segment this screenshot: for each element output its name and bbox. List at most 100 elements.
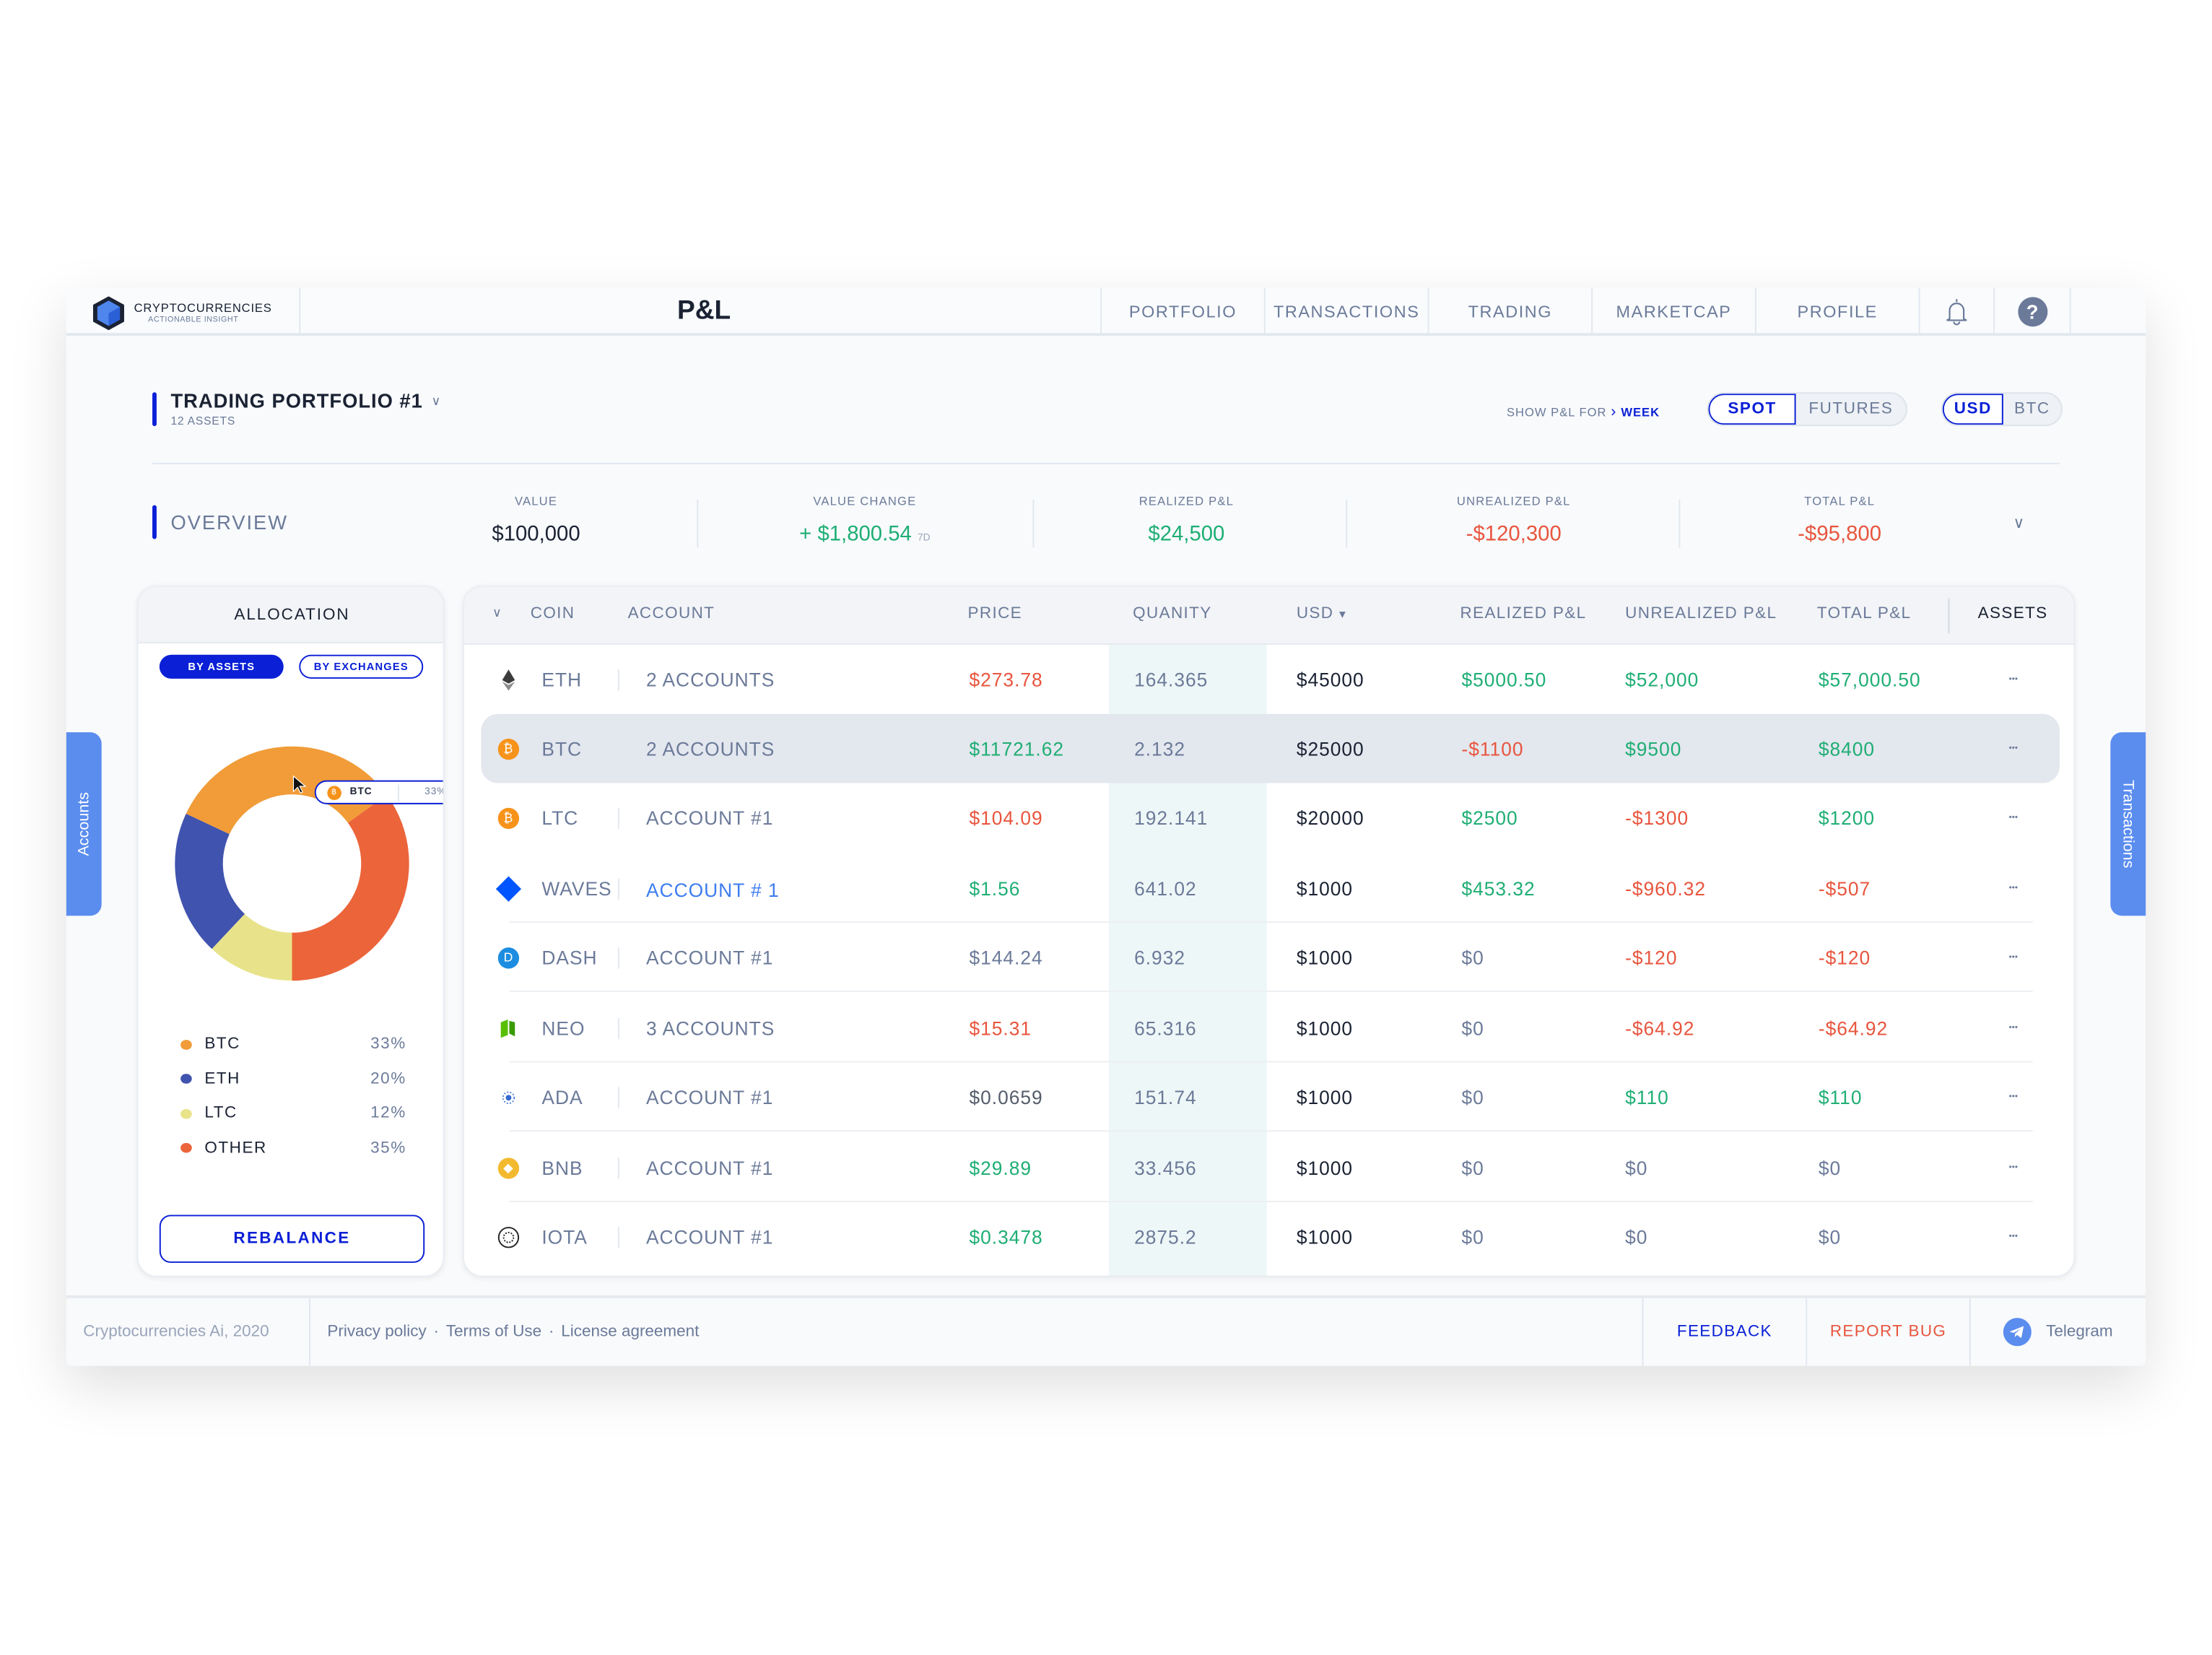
transactions-side-tab[interactable]: Transactions [2110,732,2146,916]
table-row[interactable]: ETH 2 ACCOUNTS $273.78 164.365 $45000 $5000.5… [464,645,2074,714]
legend-value: 20% [370,1070,406,1088]
legend-value: 12% [370,1105,406,1122]
privacy-policy-link[interactable]: Privacy policy [327,1323,427,1341]
table-row[interactable]: ₿ LTC ACCOUNT #1 $104.09 192.141 $20000 $2500 -… [464,783,2074,853]
quantity: 2.132 [1134,737,1186,760]
donut-slice-eth[interactable] [175,813,245,950]
col-account[interactable]: ACCOUNT [627,605,715,622]
spot-toggle[interactable]: SPOT [1708,394,1796,425]
more-options-icon[interactable]: ••• [2008,952,2018,962]
accounts-side-tab[interactable]: Accounts [66,732,102,916]
terms-link[interactable]: Terms of Use [445,1323,542,1341]
nav-trading[interactable]: TRADING [1427,287,1592,336]
more-options-icon[interactable]: ••• [2008,813,2018,822]
scrollbar[interactable] [2073,650,2074,1015]
table-row[interactable]: NEO 3 ACCOUNTS $15.31 65.316 $1000 $0 -$64.92 -… [464,994,2074,1063]
donut-slice-btc[interactable] [186,746,387,835]
theme-toggle[interactable] [2069,287,2146,336]
account[interactable]: ACCOUNT #1 [645,1086,774,1108]
table-row[interactable]: IOTA ACCOUNT #1 $0.3478 2875.2 $1000 $0 $0 $0 ••… [464,1202,2074,1272]
more-options-icon[interactable]: ••• [2008,744,2018,753]
more-options-icon[interactable]: ••• [2008,1093,2018,1102]
nav-transactions[interactable]: TRANSACTIONS [1263,287,1428,336]
footer-links: Privacy policy · Terms of Use · License ag… [308,1298,700,1366]
legend-item: OTHER 35% [180,1131,406,1165]
allocation-donut-chart[interactable] [139,714,445,1010]
total-pnl: -$64.92 [1818,1017,1889,1039]
nav-portfolio[interactable]: PORTFOLIO [1100,287,1264,336]
account[interactable]: 2 ACCOUNTS [645,669,775,690]
futures-toggle[interactable]: FUTURES [1808,400,1894,418]
account[interactable]: ACCOUNT # 1 [645,879,780,900]
brand-tagline: ACTIONABLE INSIGHT [148,315,239,324]
usd-value: $1000 [1296,877,1354,899]
report-bug-button[interactable]: REPORT BUG [1806,1298,1969,1366]
more-options-icon[interactable]: ••• [2008,675,2018,684]
usd-value: $1000 [1296,947,1354,968]
allocation-card: ALLOCATION BY ASSETS BY EXCHANGES ฿ BTC … [136,585,445,1277]
total-pnl: $0 [1818,1157,1842,1178]
expand-overview-icon[interactable]: ∨ [2013,515,2025,532]
account[interactable]: ACCOUNT #1 [645,1226,774,1248]
table-row[interactable]: D DASH ACCOUNT #1 $144.24 6.932 $1000 $0 -$120 -… [464,923,2074,992]
more-options-icon[interactable]: ••• [2008,1023,2018,1033]
coin-name: BTC [541,737,583,760]
realized-pnl: $0 [1461,1086,1484,1108]
unrealized-amount: -$120,300 [1466,522,1562,547]
account[interactable]: 3 ACCOUNTS [645,1017,775,1039]
telegram-link[interactable]: Telegram [1969,1298,2146,1366]
col-realized[interactable]: REALIZED P&L [1460,605,1587,622]
account[interactable]: 2 ACCOUNTS [645,737,775,760]
btc-toggle[interactable]: BTC [2014,400,2050,418]
more-options-icon[interactable]: ••• [2008,884,2018,892]
col-price[interactable]: PRICE [967,605,1023,622]
table-row[interactable]: ₿ BTC 2 ACCOUNTS $11721.62 2.132 $25000 -$1100… [481,713,2060,783]
table-row[interactable]: ADA ACCOUNT #1 $0.0659 151.74 $1000 $0 $110 $11… [464,1062,2074,1132]
more-options-icon[interactable]: ••• [2008,1163,2018,1172]
table-row[interactable]: WAVES ACCOUNT # 1 $1.56 641.02 $1000 $453.32 -… [464,853,2074,923]
unrealized-pnl: $0 [1625,1226,1648,1248]
copyright: Cryptocurrencies Ai, 2020 [83,1323,269,1341]
total-pnl: $1200 [1818,807,1876,829]
account[interactable]: ACCOUNT #1 [645,1157,774,1178]
waves-coin-icon [495,875,522,901]
donut-slice-ltc[interactable] [212,913,292,981]
nav-profile[interactable]: PROFILE [1754,287,1919,336]
more-options-icon[interactable]: ••• [2008,1232,2018,1241]
realized-amount: $24,500 [1148,522,1225,547]
chevron-down-icon: ∨ [431,393,441,407]
logo[interactable]: CRYPTOCURRENCIES ACTIONABLE INSIGHT [92,295,272,331]
by-assets-tab[interactable]: BY ASSETS [159,654,284,679]
col-unrealized[interactable]: UNREALIZED P&L [1625,605,1777,622]
transactions-tab-label: Transactions [2120,780,2137,869]
col-assets[interactable]: ASSETS [1977,605,2048,622]
help-icon: ? [2017,297,2047,327]
usd-toggle[interactable]: USD [1942,394,2003,425]
by-exchanges-tab[interactable]: BY EXCHANGES [299,654,424,679]
divider [1032,499,1035,548]
col-total[interactable]: TOTAL P&L [1816,605,1912,622]
account[interactable]: ACCOUNT #1 [645,807,774,829]
account[interactable]: ACCOUNT #1 [645,947,774,968]
accent-bar [152,505,157,539]
donut-slice-other[interactable] [292,794,409,981]
portfolio-selector[interactable]: TRADING PORTFOLIO #1 ∨ [170,389,440,412]
notifications-button[interactable] [1918,287,1994,336]
unrealized-label: UNREALIZED P&L [1456,493,1571,508]
col-usd[interactable]: USD ▾ [1297,605,1346,622]
feedback-button[interactable]: FEEDBACK [1642,1298,1806,1366]
help-button[interactable]: ? [1993,287,2070,336]
col-coin[interactable]: COIN [530,605,575,622]
legend-value: 35% [370,1139,406,1157]
allocation-title: ALLOCATION [234,606,350,623]
rebalance-button[interactable]: REBALANCE [159,1215,425,1263]
nav-marketcap[interactable]: MARKETCAP [1591,287,1755,336]
pnl-period-selector[interactable]: SHOW P&L FOR › WEEK [1507,404,1660,420]
collapse-chevron-icon[interactable]: ∨ [492,605,503,620]
coin-name: IOTA [541,1226,588,1248]
license-link[interactable]: License agreement [561,1323,700,1341]
col-quantity[interactable]: QUANITY [1133,605,1212,622]
bell-icon [1946,299,1967,326]
usd-value: $1000 [1296,1157,1354,1178]
table-row[interactable]: ◆ BNB ACCOUNT #1 $29.89 33.456 $1000 $0 $0 $0 ••• [464,1133,2074,1202]
